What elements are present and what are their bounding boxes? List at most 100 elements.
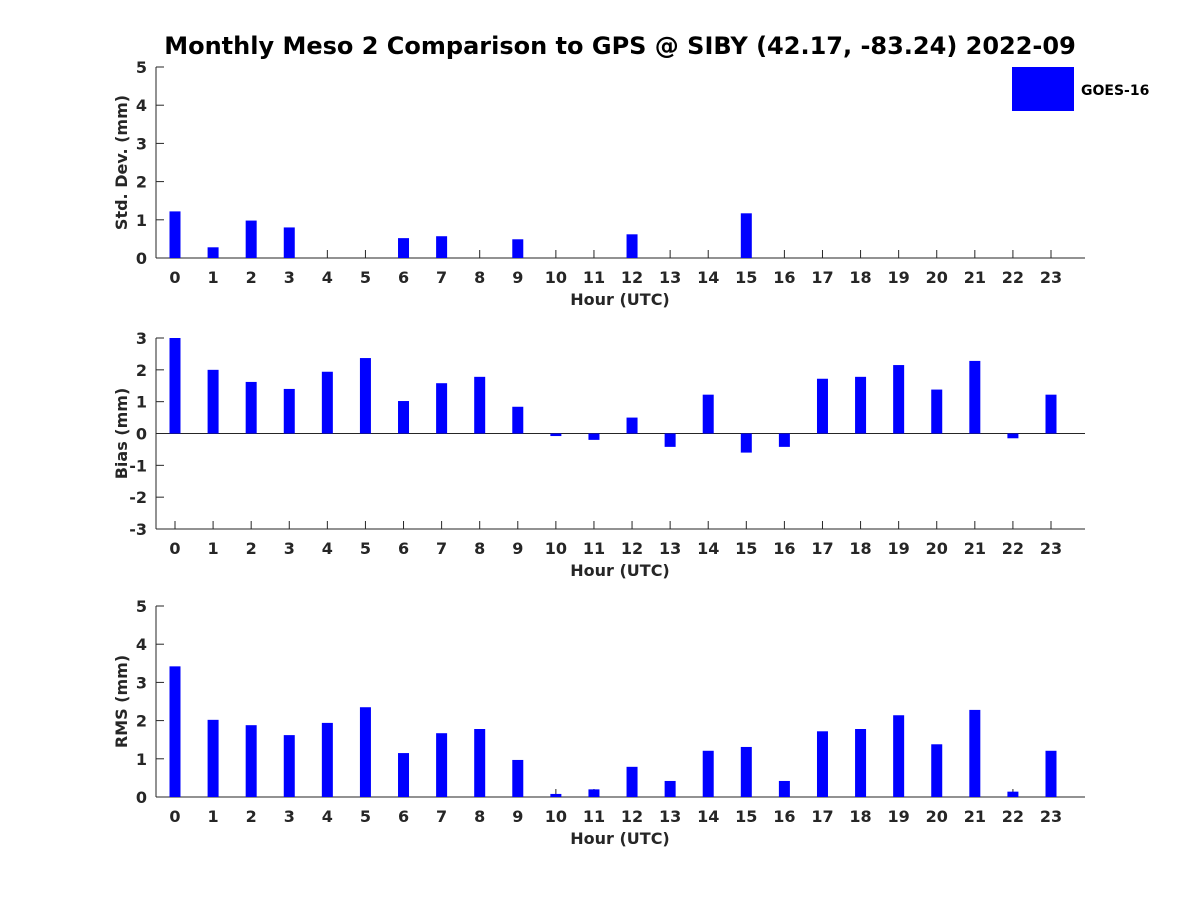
x-tick-label: 18 — [849, 268, 871, 287]
x-tick-label: 21 — [964, 268, 986, 287]
bar-hour-2 — [245, 220, 257, 258]
y-tick-label: 5 — [136, 597, 147, 616]
bar-hour-0 — [169, 666, 181, 797]
x-tick-label: 15 — [735, 268, 757, 287]
bar-hour-2 — [245, 725, 257, 797]
x-tick-label: 10 — [545, 539, 567, 558]
x-tick-label: 3 — [284, 539, 295, 558]
y-tick-label: 3 — [136, 673, 147, 692]
x-tick-label: 23 — [1040, 539, 1062, 558]
y-tick-label: 3 — [136, 134, 147, 153]
x-tick-label: 16 — [773, 539, 795, 558]
x-tick-label: 3 — [284, 807, 295, 826]
bar-hour-14 — [702, 394, 714, 434]
legend-swatch — [1012, 67, 1074, 111]
x-tick-label: 12 — [621, 268, 643, 287]
x-tick-label: 5 — [360, 807, 371, 826]
x-tick-label: 11 — [583, 539, 605, 558]
bar-hour-6 — [398, 401, 410, 434]
bar-hour-6 — [398, 753, 410, 797]
x-tick-label: 3 — [284, 268, 295, 287]
y-axis-label: Bias (mm) — [112, 388, 131, 480]
x-tick-label: 12 — [621, 539, 643, 558]
y-tick-label: 2 — [136, 361, 147, 380]
x-tick-label: 20 — [926, 268, 948, 287]
x-tick-label: 22 — [1002, 807, 1024, 826]
bar-hour-14 — [702, 750, 714, 797]
bar-hour-15 — [740, 746, 752, 797]
x-tick-label: 17 — [811, 268, 833, 287]
x-tick-label: 13 — [659, 268, 681, 287]
bar-hour-12 — [626, 234, 638, 258]
x-tick-label: 4 — [322, 539, 333, 558]
x-tick-label: 8 — [474, 268, 485, 287]
x-tick-label: 23 — [1040, 807, 1062, 826]
bar-hour-21 — [969, 360, 981, 434]
bar-hour-21 — [969, 709, 981, 797]
x-tick-label: 11 — [583, 268, 605, 287]
x-tick-label: 0 — [169, 807, 180, 826]
bar-hour-16 — [778, 433, 790, 447]
x-tick-label: 0 — [169, 268, 180, 287]
x-tick-label: 16 — [773, 807, 795, 826]
x-tick-label: 13 — [659, 539, 681, 558]
x-tick-label: 14 — [697, 539, 719, 558]
bar-hour-11 — [588, 433, 600, 440]
bar-hour-23 — [1045, 750, 1057, 797]
y-tick-label: 2 — [136, 712, 147, 731]
x-tick-label: 22 — [1002, 268, 1024, 287]
x-tick-label: 6 — [398, 539, 409, 558]
y-axis-label: Std. Dev. (mm) — [112, 95, 131, 230]
x-tick-label: 7 — [436, 807, 447, 826]
bar-hour-13 — [664, 780, 676, 797]
y-tick-label: 3 — [136, 329, 147, 348]
bar-hour-18 — [855, 729, 867, 797]
x-tick-label: 10 — [545, 268, 567, 287]
x-tick-label: 17 — [811, 807, 833, 826]
bar-hour-8 — [474, 729, 486, 797]
bar-hour-1 — [207, 369, 219, 434]
x-tick-label: 10 — [545, 807, 567, 826]
bar-hour-18 — [855, 376, 867, 434]
x-tick-label: 16 — [773, 268, 795, 287]
y-tick-label: 4 — [136, 96, 147, 115]
x-tick-label: 18 — [849, 807, 871, 826]
bar-hour-5 — [359, 358, 371, 434]
bar-hour-8 — [474, 376, 486, 434]
bar-hour-10 — [550, 433, 562, 437]
x-tick-label: 0 — [169, 539, 180, 558]
bar-hour-12 — [626, 766, 638, 797]
x-tick-label: 12 — [621, 807, 643, 826]
x-tick-label: 22 — [1002, 539, 1024, 558]
bar-hour-5 — [359, 707, 371, 797]
x-tick-label: 5 — [360, 268, 371, 287]
x-tick-label: 6 — [398, 268, 409, 287]
x-tick-label: 9 — [512, 539, 523, 558]
bar-hour-20 — [931, 389, 943, 434]
bar-hour-1 — [207, 719, 219, 797]
bar-hour-3 — [283, 227, 295, 258]
x-tick-label: 13 — [659, 807, 681, 826]
bar-hour-15 — [740, 433, 752, 453]
x-tick-label: 20 — [926, 539, 948, 558]
bar-hour-4 — [321, 722, 333, 797]
bar-hour-7 — [436, 236, 448, 258]
x-axis-label: Hour (UTC) — [570, 290, 670, 309]
bar-hour-13 — [664, 433, 676, 447]
x-tick-label: 19 — [888, 807, 910, 826]
y-tick-label: 0 — [136, 788, 147, 807]
x-tick-label: 4 — [322, 268, 333, 287]
bar-hour-19 — [893, 715, 905, 797]
x-axis-label: Hour (UTC) — [570, 829, 670, 848]
y-tick-label: -1 — [129, 456, 147, 475]
y-tick-label: 0 — [136, 425, 147, 444]
x-tick-label: 2 — [246, 268, 257, 287]
bar-hour-9 — [512, 759, 524, 797]
bar-hour-9 — [512, 406, 524, 434]
x-tick-label: 15 — [735, 539, 757, 558]
bar-hour-10 — [550, 793, 562, 797]
